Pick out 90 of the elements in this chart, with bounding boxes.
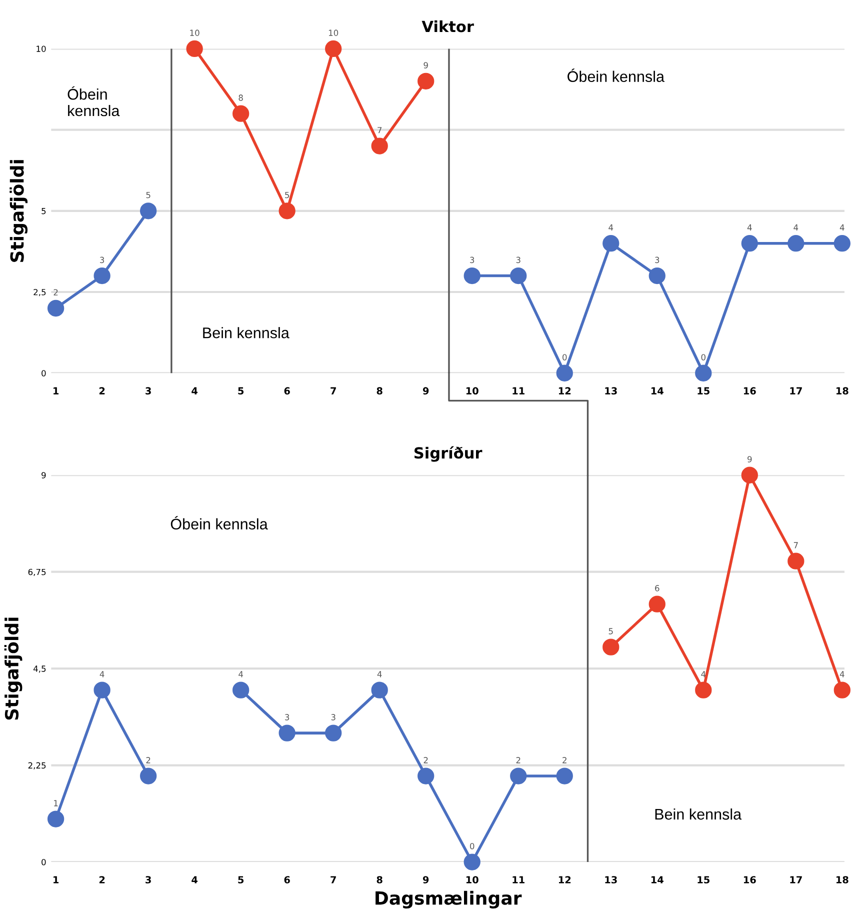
data-label: 4 bbox=[701, 671, 706, 678]
y-tick-label: 2,5 bbox=[34, 288, 46, 296]
x-tick-label: 6 bbox=[284, 387, 290, 395]
data-label: 2 bbox=[146, 757, 150, 764]
data-label: 4 bbox=[377, 671, 382, 678]
x-tick-label: 18 bbox=[836, 387, 848, 395]
x-tick-label: 11 bbox=[512, 387, 524, 394]
x-tick-label: 6 bbox=[284, 876, 290, 884]
data-label: 3 bbox=[655, 256, 660, 264]
x-tick-label: 13 bbox=[605, 387, 617, 395]
x-tick-label: 4 bbox=[192, 876, 198, 884]
x-tick-label: 12 bbox=[558, 876, 571, 884]
chart-title: Sigríður bbox=[414, 446, 482, 462]
x-tick-label: 4 bbox=[192, 387, 198, 394]
x-tick-label: 2 bbox=[99, 387, 105, 394]
data-label: 7 bbox=[794, 542, 798, 548]
data-label: 3 bbox=[516, 256, 520, 264]
x-tick-label: 9 bbox=[422, 387, 429, 395]
data-label: 2 bbox=[516, 757, 520, 764]
data-label: 10 bbox=[328, 30, 338, 36]
data-label: 4 bbox=[747, 224, 752, 231]
data-label: 4 bbox=[840, 671, 844, 678]
data-label: 2 bbox=[424, 757, 428, 764]
y-tick-label: 2,25 bbox=[28, 762, 46, 770]
chart-title: Viktor bbox=[422, 20, 474, 32]
x-tick-label: 8 bbox=[376, 876, 382, 884]
annotation: Óbein kennsla bbox=[170, 516, 268, 530]
data-label: 8 bbox=[238, 94, 243, 101]
data-label: 3 bbox=[470, 256, 474, 264]
data-label: 3 bbox=[285, 714, 290, 720]
x-tick-label: 12 bbox=[558, 387, 571, 394]
annotation: Óbein kennsla bbox=[568, 68, 664, 82]
data-label: 0 bbox=[470, 842, 474, 850]
x-tick-label: 3 bbox=[146, 876, 151, 884]
x-tick-label: 16 bbox=[744, 876, 756, 884]
annotation: Bein kennsla bbox=[655, 808, 742, 820]
y-tick-label: 0 bbox=[42, 370, 46, 376]
x-tick-label: 9 bbox=[422, 876, 429, 884]
data-label: 1 bbox=[54, 800, 58, 806]
data-label: 3 bbox=[331, 714, 336, 720]
data-label: 3 bbox=[100, 256, 104, 264]
y-tick-label: 9 bbox=[42, 472, 46, 478]
y-tick-label: 10 bbox=[36, 46, 46, 52]
data-label: 4 bbox=[100, 671, 104, 678]
data-label: 7 bbox=[378, 127, 382, 134]
x-tick-label: 5 bbox=[238, 387, 244, 395]
x-tick-label: 10 bbox=[466, 387, 478, 395]
data-label: 0 bbox=[701, 354, 706, 360]
x-tick-label: 16 bbox=[744, 387, 756, 395]
x-tick-label: 17 bbox=[790, 876, 802, 884]
data-label: 10 bbox=[190, 30, 200, 36]
x-axis-title: Dagsmælingar bbox=[376, 890, 522, 908]
y-tick-label: 5 bbox=[42, 208, 46, 214]
x-tick-label: 10 bbox=[466, 876, 478, 884]
data-label: 4 bbox=[238, 671, 244, 678]
annotation: Óbein kennsla bbox=[68, 86, 120, 116]
x-tick-label: 7 bbox=[330, 876, 336, 884]
y-tick-label: 0 bbox=[42, 859, 46, 866]
data-label: 2 bbox=[54, 289, 58, 296]
x-tick-label: 1 bbox=[54, 876, 59, 884]
data-label: 4 bbox=[794, 224, 798, 231]
data-label: 5 bbox=[146, 192, 150, 198]
x-tick-label: 14 bbox=[651, 876, 664, 884]
data-label: 5 bbox=[608, 628, 613, 634]
x-tick-label: 5 bbox=[238, 876, 244, 884]
data-label: 4 bbox=[608, 224, 614, 231]
data-label: 2 bbox=[562, 757, 566, 764]
data-label: 0 bbox=[562, 354, 567, 360]
x-tick-label: 2 bbox=[99, 876, 105, 884]
x-tick-label: 8 bbox=[376, 387, 382, 395]
x-tick-label: 17 bbox=[790, 387, 802, 394]
x-tick-label: 7 bbox=[330, 387, 336, 394]
y-axis-title: Stigafjöldi bbox=[10, 160, 28, 262]
x-tick-label: 15 bbox=[698, 387, 710, 395]
x-tick-label: 13 bbox=[605, 876, 617, 884]
data-label: 6 bbox=[655, 585, 660, 592]
x-tick-label: 1 bbox=[54, 387, 59, 394]
data-label: 9 bbox=[748, 456, 752, 462]
data-label: 9 bbox=[424, 62, 428, 68]
data-label: 4 bbox=[840, 224, 844, 231]
x-tick-label: 18 bbox=[836, 876, 848, 884]
y-tick-label: 6,75 bbox=[28, 568, 46, 576]
x-tick-label: 11 bbox=[512, 876, 524, 884]
annotation: Bein kennsla bbox=[203, 327, 290, 338]
data-label: 5 bbox=[285, 192, 290, 198]
y-tick-label: 4,5 bbox=[33, 666, 46, 673]
x-tick-label: 3 bbox=[146, 387, 151, 395]
x-tick-label: 15 bbox=[698, 876, 710, 884]
x-tick-label: 14 bbox=[651, 387, 664, 394]
y-axis-title: Stigafjöldi bbox=[4, 618, 22, 720]
